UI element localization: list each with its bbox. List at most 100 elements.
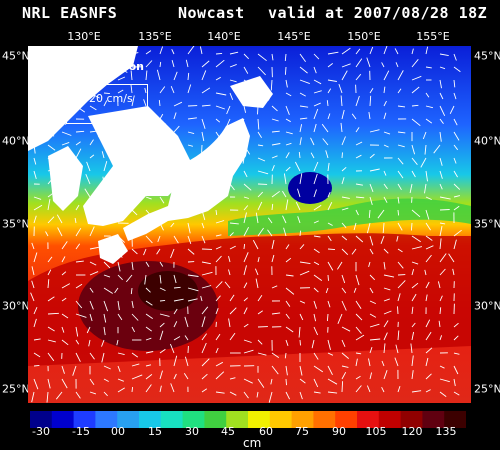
current-vector — [327, 391, 338, 394]
current-vector — [159, 123, 167, 133]
current-vector — [159, 370, 163, 380]
current-vector — [185, 59, 189, 68]
current-vector — [55, 391, 63, 400]
current-vector — [187, 222, 191, 234]
current-vector — [383, 287, 391, 291]
current-vector — [117, 313, 123, 321]
lon-label-135: 135°E — [138, 30, 172, 43]
current-vector — [325, 287, 329, 294]
current-vector — [145, 150, 152, 159]
current-vector — [313, 123, 317, 133]
current-vector — [341, 287, 347, 294]
current-vector — [439, 365, 445, 369]
land-honshu — [123, 118, 250, 241]
current-vector — [201, 285, 212, 289]
current-vector — [75, 204, 80, 211]
current-vector — [243, 212, 247, 224]
current-vector — [185, 170, 189, 176]
current-vector — [201, 342, 207, 354]
current-vector — [102, 176, 105, 185]
current-vector — [285, 79, 288, 88]
current-vector — [271, 239, 275, 250]
current-vector — [453, 335, 459, 341]
current-vector — [439, 118, 444, 124]
current-vector — [33, 364, 40, 367]
current-vector — [313, 90, 322, 94]
current-vector — [243, 170, 248, 178]
current-vector — [173, 355, 178, 367]
current-vector — [101, 339, 105, 347]
current-vector — [31, 242, 35, 250]
current-vector — [439, 196, 451, 200]
current-vector — [383, 320, 389, 328]
current-vector — [215, 234, 222, 237]
current-vector — [173, 373, 177, 380]
current-vector — [103, 160, 108, 172]
current-vector — [130, 84, 133, 94]
current-vector — [299, 391, 303, 400]
current-vector — [75, 326, 79, 337]
current-vector — [47, 256, 53, 263]
current-vector — [173, 308, 178, 315]
current-vector — [159, 196, 165, 204]
current-vector — [215, 183, 221, 190]
current-vector — [229, 144, 235, 151]
current-vector — [159, 86, 166, 94]
colorbar-swatch — [378, 411, 402, 428]
right-arrow-icon — [102, 112, 122, 118]
current-vector — [299, 261, 311, 265]
current-vector — [170, 222, 175, 228]
current-vector — [369, 129, 380, 133]
current-vector — [439, 335, 443, 341]
current-vector — [255, 212, 259, 224]
current-vector — [159, 385, 162, 393]
current-vector — [131, 374, 143, 380]
current-vector — [75, 313, 87, 318]
lon-label-150: 150°E — [347, 30, 381, 43]
current-vector — [425, 245, 434, 250]
current-vector — [157, 235, 161, 243]
current-vector — [285, 391, 291, 400]
current-vector — [313, 313, 317, 322]
current-vector — [243, 265, 247, 276]
current-vector — [355, 73, 362, 81]
current-vector — [369, 183, 374, 193]
current-vector — [186, 183, 189, 193]
current-vector — [130, 70, 133, 81]
current-vector — [411, 75, 422, 81]
current-vector — [243, 105, 247, 113]
current-vector — [213, 157, 217, 167]
current-vector — [341, 109, 345, 120]
current-vector — [47, 378, 51, 389]
current-vector — [159, 330, 164, 341]
current-vector — [271, 118, 279, 122]
current-vector — [295, 201, 301, 211]
lat-label-35-left: 35°N — [2, 217, 30, 231]
current-vector — [89, 313, 93, 322]
current-vector — [439, 378, 450, 383]
current-vector — [201, 222, 205, 229]
current-vector — [327, 300, 331, 308]
current-vector — [433, 144, 441, 154]
current-vector — [271, 352, 280, 358]
current-vector — [298, 151, 301, 159]
current-vector — [47, 144, 56, 151]
current-vector — [75, 163, 82, 172]
current-vector — [369, 346, 373, 354]
current-vector — [61, 256, 66, 263]
current-vector — [61, 271, 67, 276]
current-vector — [341, 152, 343, 159]
current-vector — [355, 95, 360, 107]
current-vector — [313, 365, 324, 373]
lon-label-145: 145°E — [277, 30, 311, 43]
current-vector — [355, 358, 358, 367]
current-vector — [187, 131, 195, 135]
current-vector — [130, 287, 133, 295]
current-vector — [103, 300, 109, 312]
current-vector — [267, 92, 273, 101]
current-vector — [397, 209, 400, 216]
current-vector — [241, 131, 245, 138]
current-vector — [47, 296, 55, 302]
current-vector — [145, 170, 156, 174]
current-vector — [285, 365, 288, 376]
